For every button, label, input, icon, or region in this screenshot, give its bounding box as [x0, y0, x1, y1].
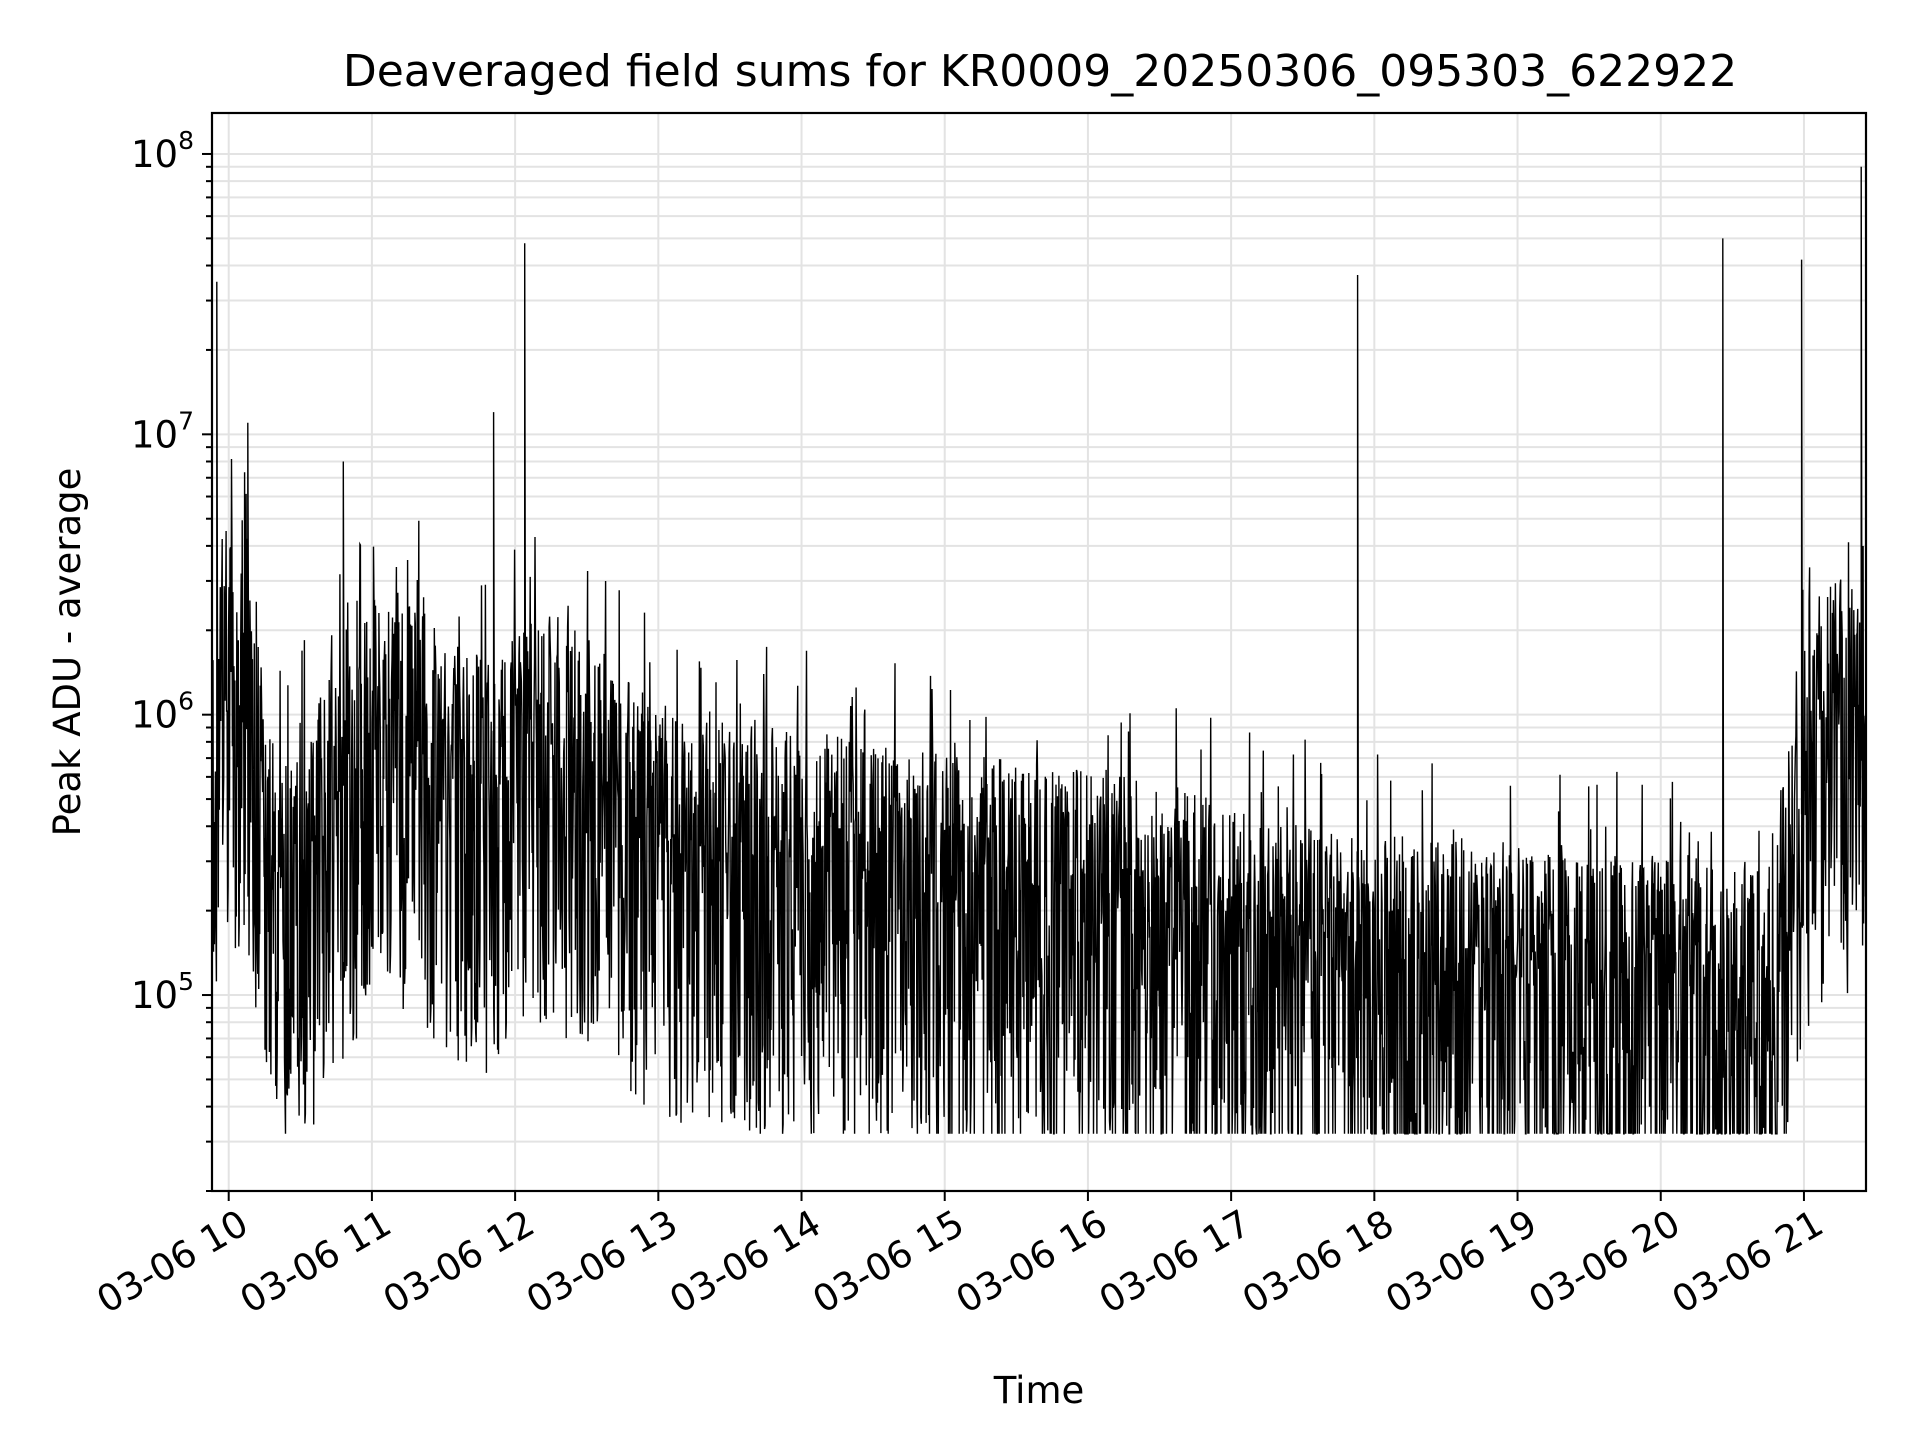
x-axis-label: Time: [993, 1369, 1085, 1412]
y-tick-label: 106: [131, 687, 194, 737]
plot-frame: [210, 111, 1868, 1193]
plot-area: [206, 111, 1868, 1193]
y-tick-label: 108: [131, 126, 194, 176]
y-tick-label: 107: [131, 406, 194, 456]
y-axis-label: Peak ADU - average: [46, 468, 89, 837]
y-axis-ticks: 105 106 107 108: [131, 126, 212, 1017]
y-tick-label: 105: [131, 967, 194, 1017]
series-line: [212, 166, 1866, 1135]
chart-title: Deaveraged field sums for KR0009_2025030…: [343, 46, 1737, 97]
